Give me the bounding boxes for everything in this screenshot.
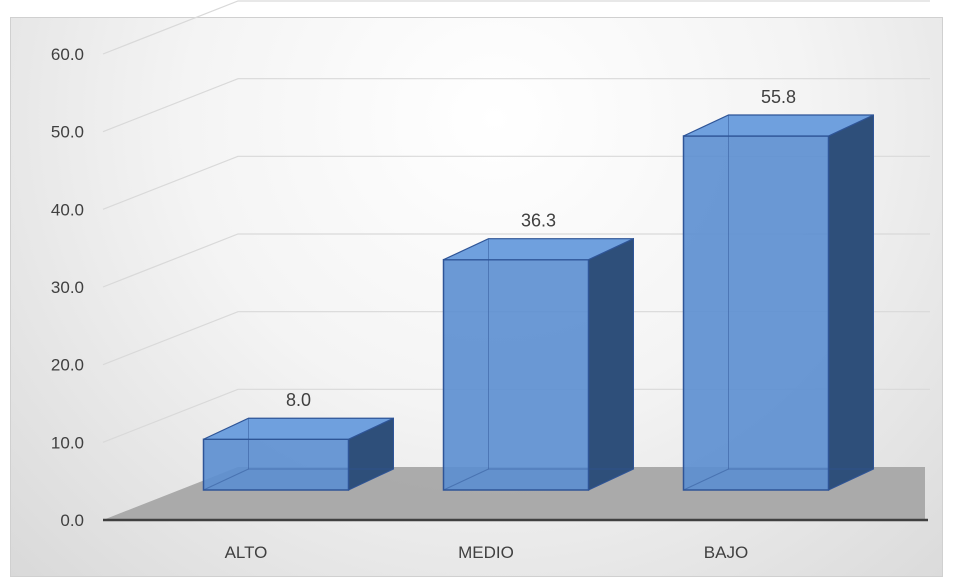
- bar-medio: [442, 237, 634, 491]
- data-labels: 8.0 36.3 55.8: [286, 87, 796, 410]
- bar-alto: [202, 417, 394, 491]
- x-tick-label: MEDIO: [458, 543, 514, 562]
- bar-top-face: [443, 238, 634, 261]
- x-tick-label: BAJO: [704, 543, 748, 562]
- bar-depth-edge: [443, 468, 489, 491]
- bar-side-face: [828, 114, 874, 491]
- data-label: 36.3: [521, 211, 556, 231]
- gridline: [102, 0, 930, 55]
- category-labels: ALTO MEDIO BAJO: [225, 543, 749, 562]
- bar-top-face: [683, 114, 874, 137]
- bar-front-face: [442, 258, 590, 491]
- x-tick-label: ALTO: [225, 543, 268, 562]
- y-tick-label: 10.0: [51, 433, 84, 452]
- y-tick-label: 60.0: [51, 45, 84, 64]
- y-tick-label: 50.0: [51, 123, 84, 142]
- y-axis-ticks: 0.0 10.0 20.0 30.0 40.0 50.0 60.0: [51, 45, 84, 530]
- bar-side-face: [588, 237, 634, 491]
- data-label: 8.0: [286, 390, 311, 410]
- y-tick-label: 30.0: [51, 278, 84, 297]
- data-label: 55.8: [761, 87, 796, 107]
- gridline: [102, 78, 930, 133]
- bar-bajo: [682, 114, 874, 491]
- y-tick-label: 20.0: [51, 356, 84, 375]
- bar-depth-edge: [203, 468, 249, 491]
- y-tick-label: 0.0: [60, 511, 84, 530]
- bar-front-face: [682, 135, 830, 491]
- bar-front-face: [202, 438, 350, 491]
- bar-depth-edge: [683, 468, 729, 491]
- y-tick-label: 40.0: [51, 200, 84, 219]
- bars: [202, 114, 874, 491]
- bar-top-face: [203, 417, 394, 440]
